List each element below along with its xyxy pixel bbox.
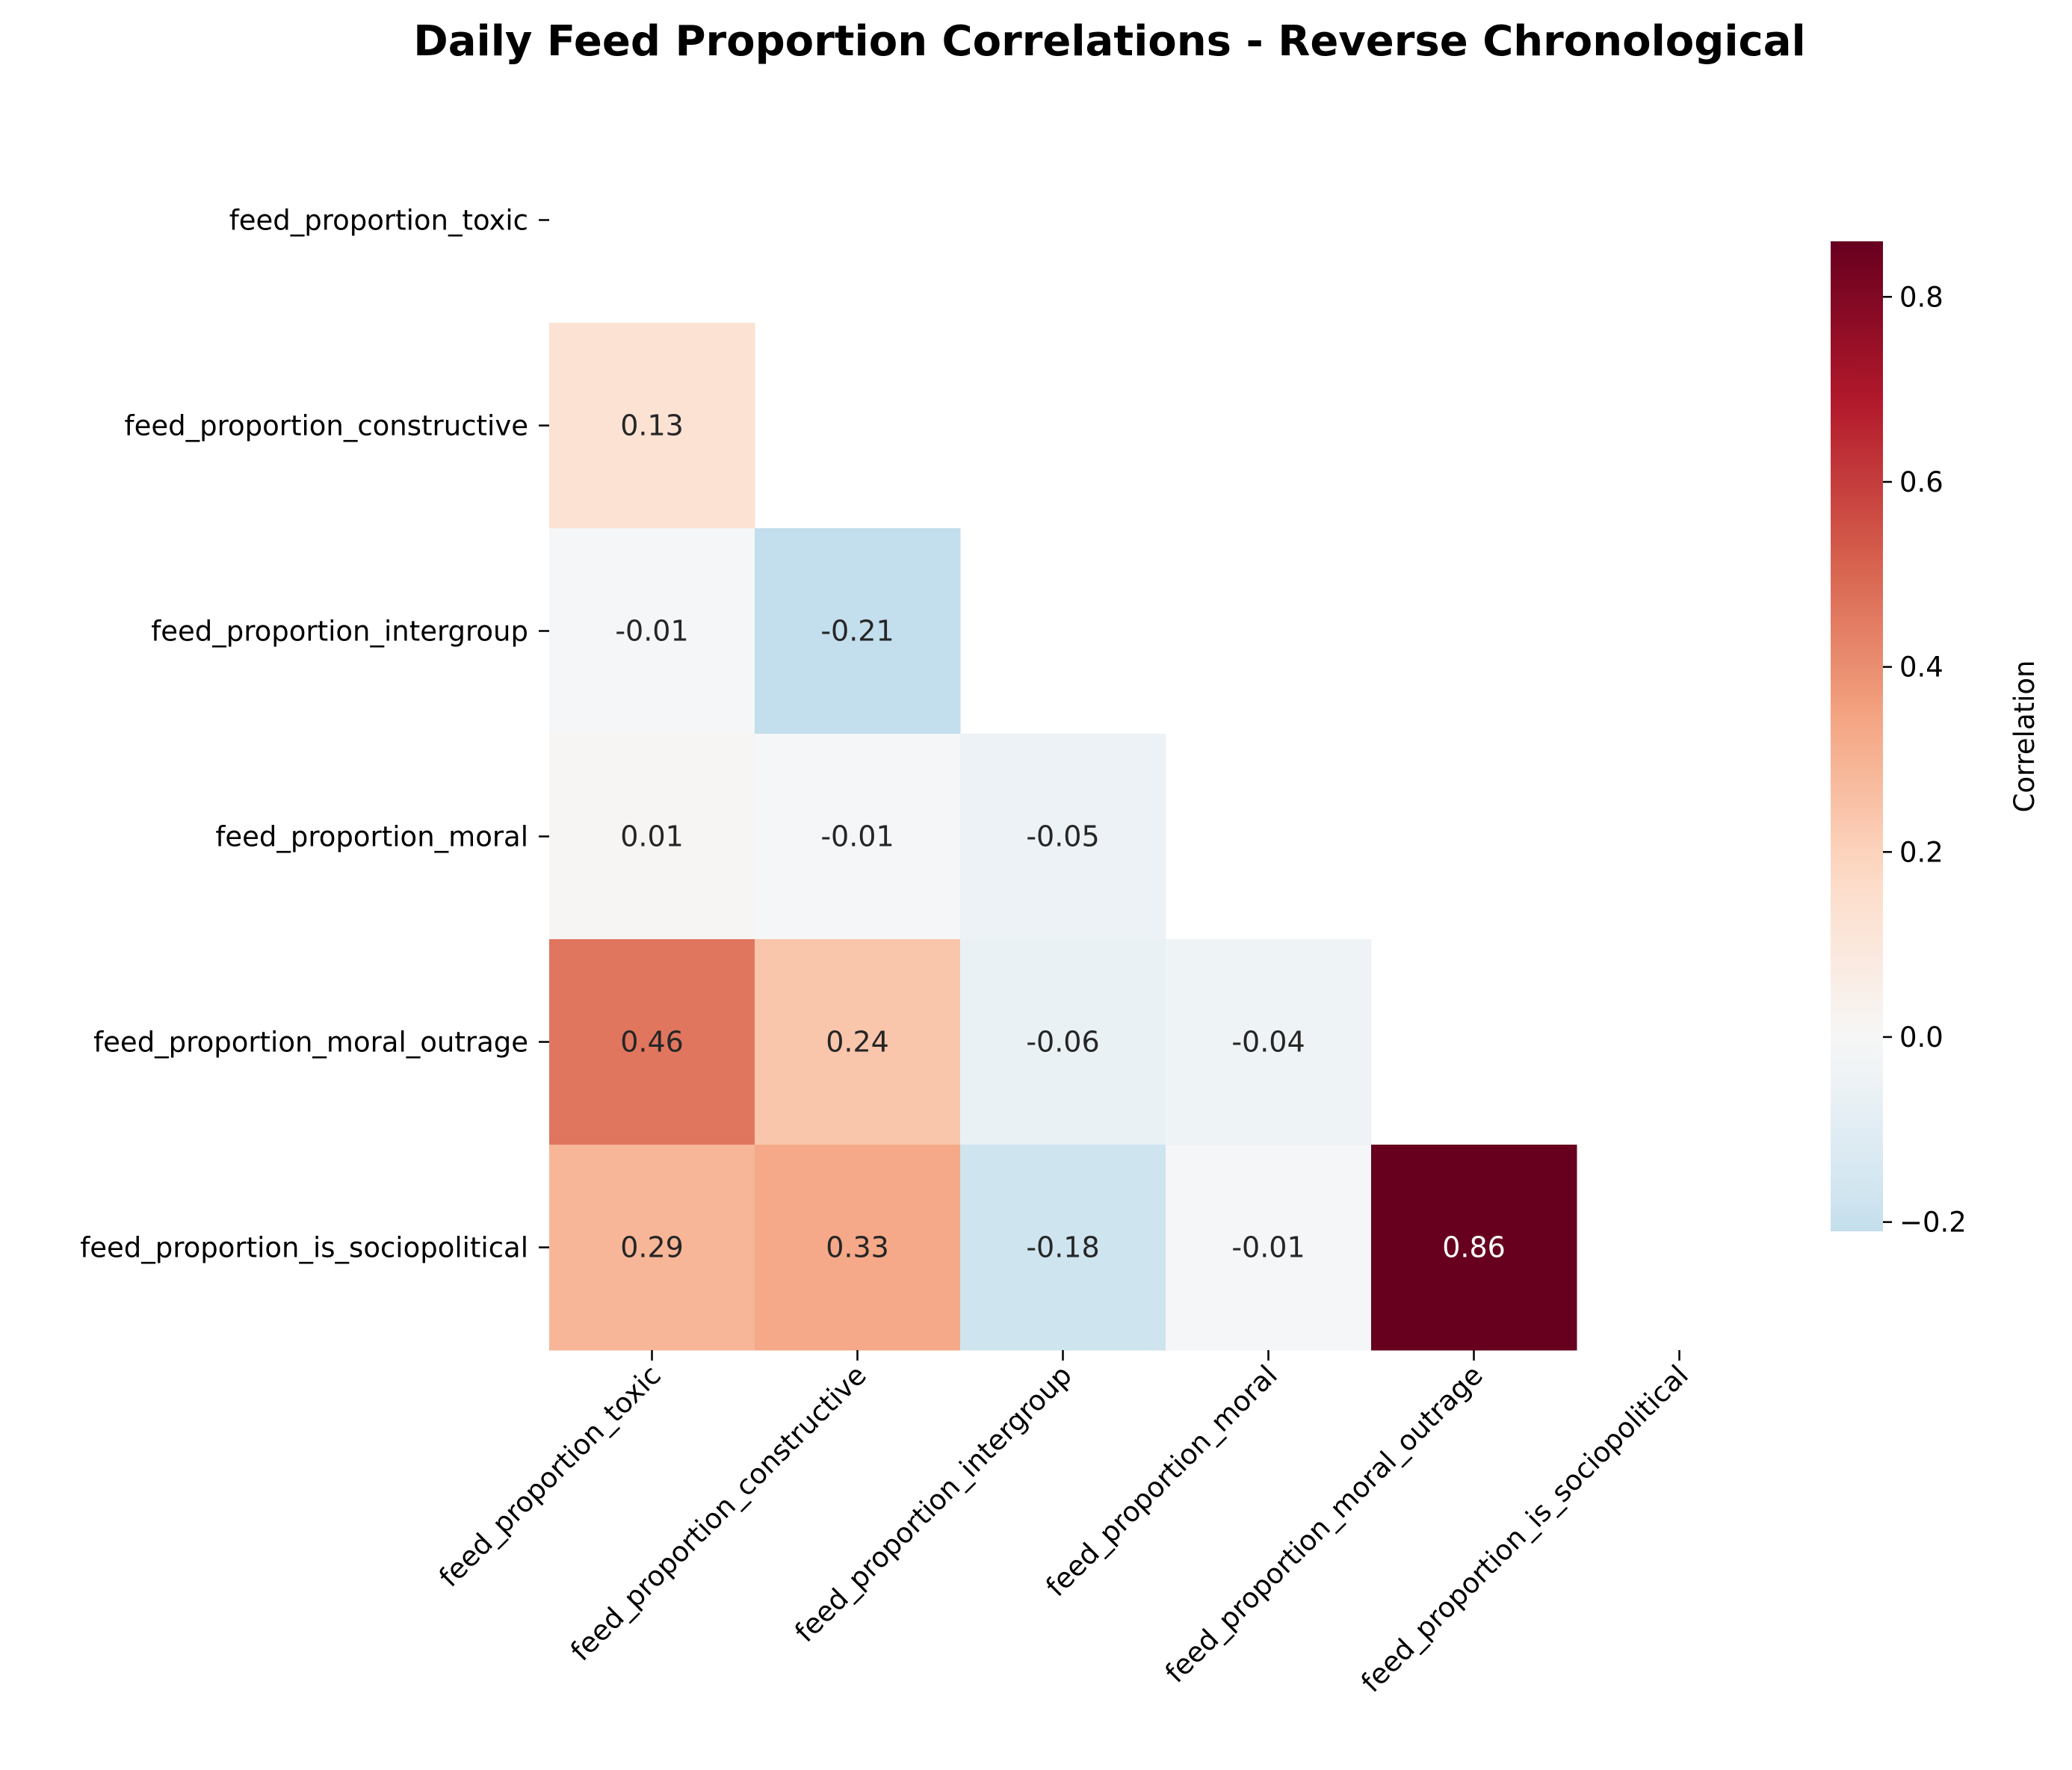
heatmap-cell — [1166, 939, 1372, 1145]
heatmap-cell — [549, 939, 755, 1145]
heatmap-cell — [549, 528, 755, 734]
x-axis: feed_proportion_toxicfeed_proportion_con… — [433, 1350, 1695, 1699]
cell-value-label: -0.21 — [820, 615, 894, 648]
colorbar-tick-label: −0.2 — [1899, 1207, 1967, 1239]
colorbar-tick-label: 0.2 — [1899, 836, 1943, 868]
y-tick-label: feed_proportion_constructive — [125, 410, 528, 442]
cell-value-label: 0.86 — [1442, 1231, 1506, 1264]
heatmap-cell — [549, 323, 755, 529]
heatmap-cell — [549, 1145, 755, 1351]
heatmap-cell — [960, 1145, 1166, 1351]
heatmap-cell — [755, 939, 961, 1145]
cell-value-label: -0.01 — [1231, 1231, 1305, 1264]
cell-value-label: 0.13 — [620, 409, 684, 442]
heatmap-cell — [755, 1145, 961, 1351]
cell-value-label: 0.29 — [620, 1231, 684, 1264]
cell-value-label: -0.05 — [1026, 820, 1099, 853]
x-tick-label: feed_proportion_moral — [1039, 1359, 1283, 1603]
y-tick-label: feed_proportion_is_sociopolitical — [80, 1232, 528, 1264]
x-tick-label: feed_proportion_moral_outrage — [1159, 1359, 1489, 1689]
cell-value-label: -0.01 — [820, 820, 894, 853]
x-tick-label: feed_proportion_is_sociopolitical — [1355, 1359, 1695, 1699]
y-tick-label: feed_proportion_intergroup — [151, 616, 528, 648]
colorbar-tick-label: 0.0 — [1899, 1021, 1943, 1053]
cell-value-label: -0.04 — [1231, 1026, 1305, 1059]
y-axis: feed_proportion_toxic feed_proportion_con… — [80, 205, 549, 1264]
heatmap-cell — [755, 528, 961, 734]
cell-value-label: -0.06 — [1026, 1026, 1099, 1059]
colorbar-tick-label: 0.6 — [1899, 466, 1943, 498]
heatmap-cells: 0.13 -0.01 -0.21 0.01 -0.01 -0.05 0.46 0.24 -0.0… — [549, 323, 1577, 1351]
cell-value-label: 0.33 — [826, 1231, 889, 1264]
cell-value-label: 0.01 — [620, 820, 684, 853]
colorbar-tick-label: 0.8 — [1899, 281, 1943, 313]
heatmap-cell — [960, 939, 1166, 1145]
heatmap-cell — [549, 734, 755, 940]
chart-title: Daily Feed Proportion Correlations - Rev… — [413, 17, 1805, 66]
heatmap-cell — [1371, 1145, 1577, 1351]
x-tick-label: feed_proportion_toxic — [433, 1359, 667, 1593]
colorbar-tick-label: 0.4 — [1899, 652, 1943, 684]
cell-value-label: -0.18 — [1026, 1231, 1099, 1264]
colorbar-label: Correlation — [2008, 660, 2041, 812]
y-tick-label: feed_proportion_toxic — [229, 205, 528, 237]
colorbar: −0.2 0.0 0.2 0.4 0.6 0.8 Correlation — [1831, 241, 2041, 1239]
cell-value-label: 0.46 — [620, 1026, 684, 1059]
colorbar-gradient — [1831, 241, 1883, 1231]
heatmap-cell — [1166, 1145, 1372, 1351]
y-tick-label: feed_proportion_moral — [215, 821, 528, 853]
cell-value-label: -0.01 — [615, 615, 688, 648]
y-tick-label: feed_proportion_moral_outrage — [93, 1027, 528, 1059]
heatmap-cell — [755, 734, 961, 940]
heatmap-cell — [960, 734, 1166, 940]
cell-value-label: 0.24 — [826, 1026, 889, 1059]
